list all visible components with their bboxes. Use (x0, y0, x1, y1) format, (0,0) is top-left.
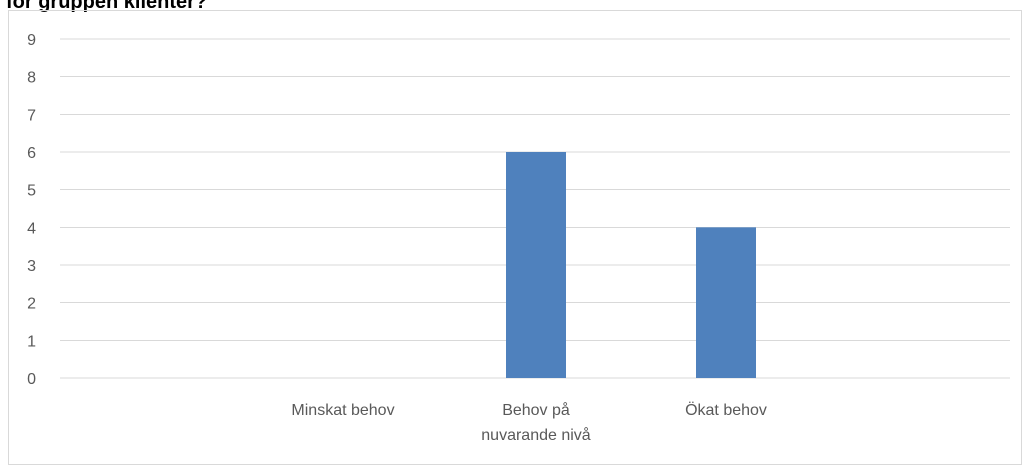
y-tick-label: 0 (27, 371, 36, 388)
x-tick-label: Behov på nuvarande nivå (481, 401, 591, 444)
x-tick-label: Ökat behov (685, 401, 767, 419)
y-tick-label: 8 (27, 70, 36, 87)
bar (696, 227, 756, 378)
y-tick-label: 9 (27, 32, 36, 49)
y-tick-label: 7 (27, 107, 36, 124)
y-tick-label: 3 (27, 258, 36, 275)
y-tick-label: 6 (27, 145, 36, 162)
x-tick-label: Minskat behov (291, 402, 394, 419)
bar (506, 152, 566, 378)
y-tick-label: 5 (27, 183, 36, 200)
y-tick-label: 2 (27, 296, 36, 313)
y-tick-label: 4 (27, 220, 36, 237)
chart-title: för gruppen klienter? (6, 0, 208, 13)
y-tick-label: 1 (27, 333, 36, 350)
